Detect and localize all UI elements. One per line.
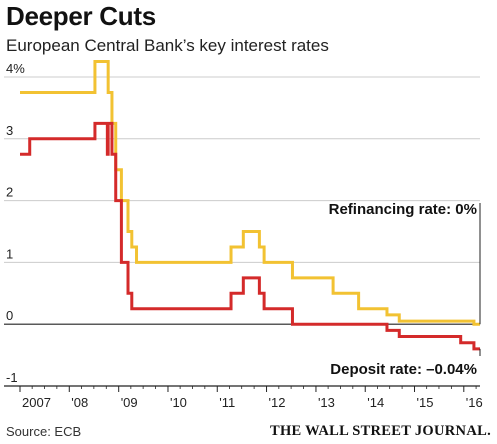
- x-tick-label: '13: [318, 395, 335, 410]
- deposit-rate-label: Deposit rate: –0.04%: [330, 361, 477, 378]
- source-note: Source: ECB: [6, 424, 82, 439]
- y-tick-label: -1: [6, 370, 18, 385]
- x-tick-label: '10: [170, 395, 187, 410]
- y-tick-label: 1: [6, 246, 13, 261]
- publisher-logo: THE WALL STREET JOURNAL.: [269, 423, 491, 439]
- refinancing-rate-line: [20, 60, 480, 326]
- x-tick-label: 2007: [22, 395, 51, 410]
- x-tick-label: '09: [121, 395, 138, 410]
- x-tick-label: '12: [269, 395, 286, 410]
- annotations: Refinancing rate: 0% Deposit rate: –0.04%: [329, 201, 481, 378]
- x-axis: 2007 '08 '09 '10 '11 '12 '13 '14 '15 '16: [4, 385, 483, 410]
- y-axis-tick-labels: 4% 3 2 1 0 -1: [6, 61, 25, 385]
- y-tick-label: 3: [6, 123, 13, 138]
- chart-title: Deeper Cuts: [6, 1, 156, 31]
- x-tick-label: '14: [367, 395, 384, 410]
- refinancing-rate-label: Refinancing rate: 0%: [329, 201, 477, 218]
- deposit-rate-line: [20, 121, 480, 351]
- x-tick-label: '08: [71, 395, 88, 410]
- y-tick-label: 0: [6, 308, 13, 323]
- x-tick-label: '15: [417, 395, 434, 410]
- x-tick-label: '11: [219, 395, 235, 410]
- chart-subtitle: European Central Bank’s key interest rat…: [6, 36, 329, 55]
- series-lines: [20, 60, 480, 351]
- x-tick-label: '16: [466, 395, 483, 410]
- y-tick-label: 4%: [6, 61, 25, 76]
- y-tick-label: 2: [6, 185, 13, 200]
